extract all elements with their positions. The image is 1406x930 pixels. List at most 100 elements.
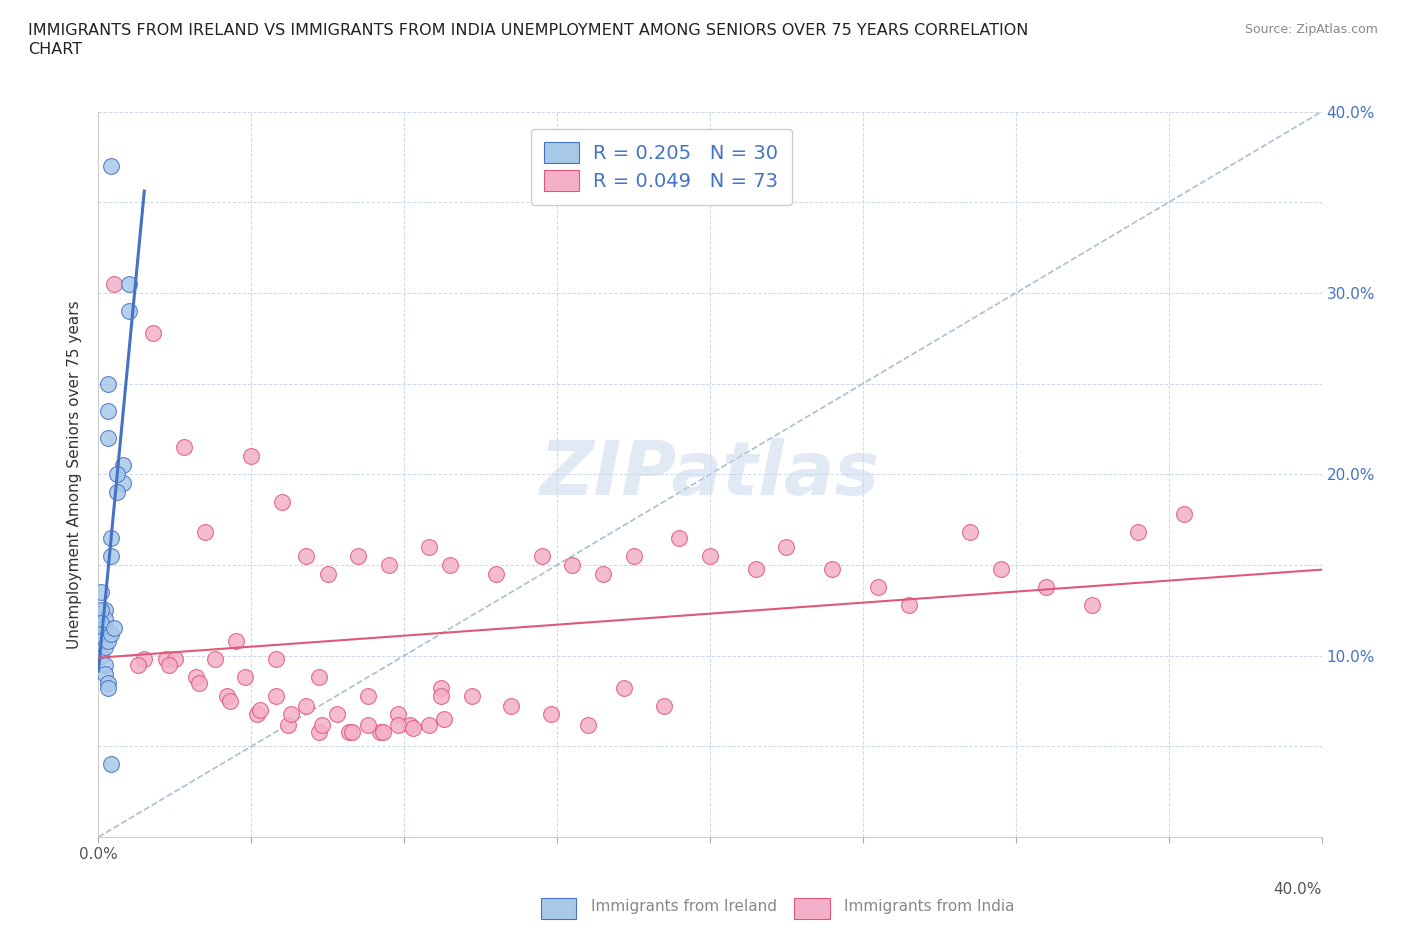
Point	[433, 711, 456, 726]
Point	[342, 724, 364, 739]
Point	[501, 699, 523, 714]
Point	[368, 724, 391, 739]
Point	[699, 549, 721, 564]
Point	[100, 549, 122, 564]
Point	[439, 558, 461, 573]
Point	[277, 717, 299, 732]
Point	[387, 717, 409, 732]
Point	[280, 706, 302, 721]
Point	[93, 603, 115, 618]
Point	[105, 467, 128, 482]
Point	[897, 597, 920, 612]
Point	[157, 658, 180, 672]
Point	[186, 670, 208, 684]
Legend: R = 0.205   N = 30, R = 0.049   N = 73: R = 0.205 N = 30, R = 0.049 N = 73	[530, 128, 792, 205]
Point	[613, 681, 636, 696]
Point	[623, 549, 645, 564]
Point	[249, 703, 271, 718]
Point	[97, 675, 120, 690]
Point	[127, 658, 149, 672]
Point	[347, 549, 370, 564]
Point	[188, 675, 211, 690]
Point	[118, 304, 141, 319]
Point	[430, 681, 453, 696]
Point	[399, 717, 422, 732]
Point	[356, 688, 378, 703]
Point	[100, 159, 122, 174]
Point	[402, 721, 425, 736]
Point	[959, 525, 981, 539]
Point	[97, 681, 120, 696]
Point	[118, 276, 141, 291]
Point	[134, 652, 156, 667]
Point	[100, 530, 122, 545]
Point	[652, 699, 675, 714]
Point	[311, 717, 333, 732]
Point	[93, 612, 115, 627]
Point	[430, 688, 453, 703]
Point	[1081, 597, 1104, 612]
Point	[173, 440, 195, 455]
Point	[97, 633, 120, 648]
Point	[316, 566, 339, 581]
Point	[142, 326, 165, 340]
Point	[1128, 525, 1150, 539]
Point	[540, 706, 562, 721]
Point	[485, 566, 508, 581]
Point	[240, 449, 263, 464]
Point	[295, 699, 318, 714]
Point	[100, 757, 122, 772]
Point	[270, 494, 292, 509]
Y-axis label: Unemployment Among Seniors over 75 years: Unemployment Among Seniors over 75 years	[67, 300, 83, 648]
Point	[308, 724, 330, 739]
Point	[155, 652, 177, 667]
Point	[592, 566, 614, 581]
Point	[821, 561, 844, 576]
Point	[100, 627, 122, 642]
Point	[775, 539, 797, 554]
Point	[668, 530, 690, 545]
Point	[90, 627, 112, 642]
Point	[1173, 507, 1195, 522]
Point	[460, 688, 482, 703]
Point	[194, 525, 217, 539]
Text: CHART: CHART	[28, 42, 82, 57]
Point	[561, 558, 583, 573]
Text: Source: ZipAtlas.com: Source: ZipAtlas.com	[1244, 23, 1378, 36]
Point	[103, 621, 125, 636]
Point	[90, 633, 112, 648]
Point	[264, 652, 287, 667]
Point	[163, 652, 186, 667]
Text: IMMIGRANTS FROM IRELAND VS IMMIGRANTS FROM INDIA UNEMPLOYMENT AMONG SENIORS OVER: IMMIGRANTS FROM IRELAND VS IMMIGRANTS FR…	[28, 23, 1029, 38]
Point	[219, 694, 242, 709]
Point	[326, 706, 349, 721]
Point	[90, 585, 112, 600]
Point	[97, 431, 120, 445]
Point	[233, 670, 256, 684]
Text: 40.0%: 40.0%	[1274, 883, 1322, 897]
Point	[990, 561, 1012, 576]
Point	[97, 377, 120, 392]
Point	[103, 276, 125, 291]
Point	[868, 579, 890, 594]
Point	[105, 485, 128, 500]
Point	[90, 603, 112, 618]
Point	[371, 724, 394, 739]
Point	[90, 616, 112, 631]
Point	[1035, 579, 1057, 594]
Point	[215, 688, 238, 703]
Text: Immigrants from India: Immigrants from India	[844, 899, 1014, 914]
Point	[337, 724, 360, 739]
Point	[204, 652, 226, 667]
Point	[93, 621, 115, 636]
Point	[378, 558, 401, 573]
Point	[308, 670, 330, 684]
Point	[356, 717, 378, 732]
Point	[93, 658, 115, 672]
Point	[97, 404, 120, 418]
Point	[576, 717, 599, 732]
Point	[111, 458, 134, 472]
Point	[225, 633, 247, 648]
Point	[264, 688, 287, 703]
Point	[530, 549, 553, 564]
